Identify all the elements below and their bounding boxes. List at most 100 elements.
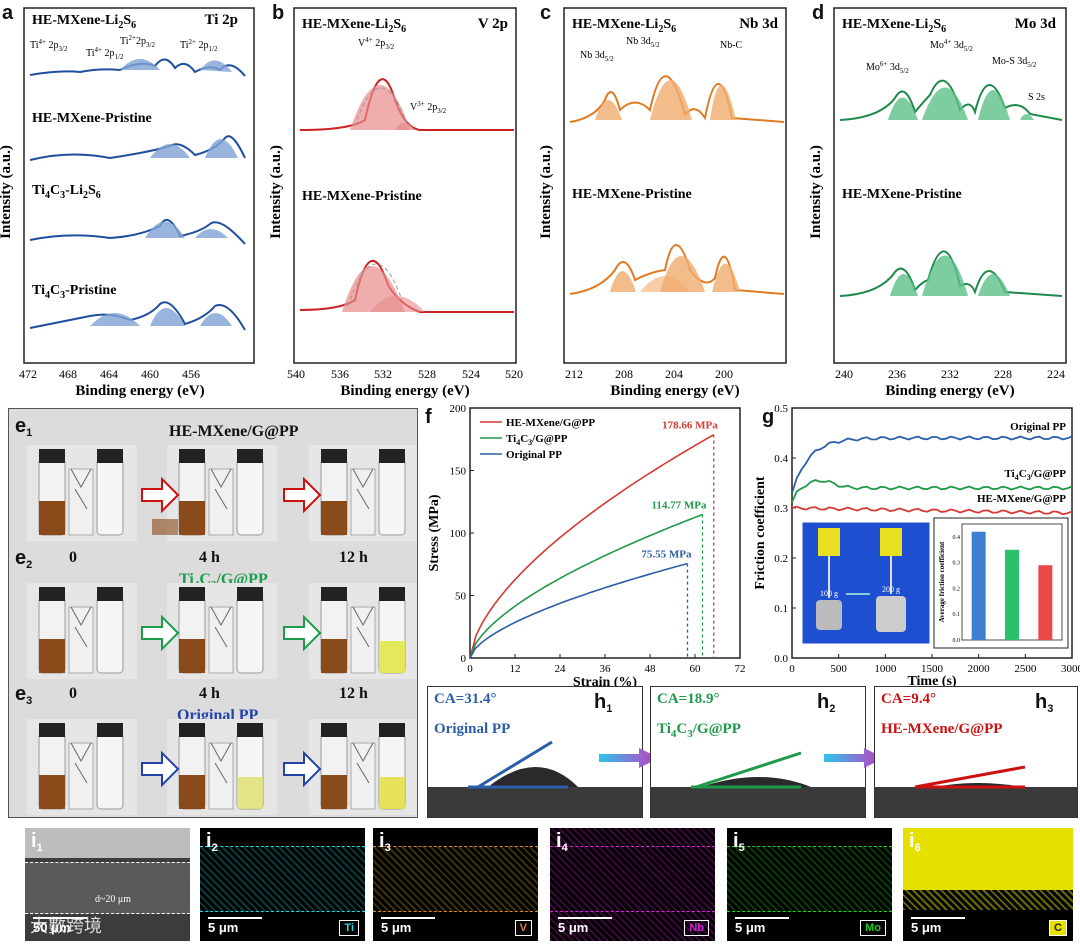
map-i3: i3 5 μm V <box>373 828 538 941</box>
h1-ca: CA=31.4° <box>434 691 497 707</box>
i3-element: V <box>514 920 532 936</box>
g-ytick: 0.5 <box>774 403 788 415</box>
f-ytick: 150 <box>450 466 467 478</box>
f-ytick: 0 <box>461 653 467 665</box>
g-inset-ytick: 0.3 <box>953 561 961 567</box>
panel-h1: h1 CA=31.4° Original PP <box>427 686 643 818</box>
xps-d-peak4: S 2s <box>1028 92 1045 103</box>
h2-ca: CA=18.9° <box>657 691 720 707</box>
g-inset-w2: 200 g <box>882 585 900 594</box>
i6-element: C <box>1049 920 1067 936</box>
svg-text:540: 540 <box>287 367 305 381</box>
f-value-label: 75.55 MPa <box>641 549 692 561</box>
h2-name: Ti4C3/G@PP <box>657 721 741 740</box>
i6-scale: 5 μm <box>911 920 942 935</box>
f-xtick: 60 <box>690 663 702 675</box>
chart-stress-strain: Stress (MPa) Strain (%) 0 12 24 36 48 60 72 05… <box>427 403 746 690</box>
f-ylabel: Stress (MPa) <box>427 494 442 571</box>
map-i2: i2 5 μm Ti <box>200 828 365 941</box>
svg-text:520: 520 <box>505 367 523 381</box>
g-xtick: 500 <box>830 663 847 675</box>
g-ylabel: Friction coefficient <box>753 476 768 589</box>
row-e2: e2 0 4 h 12 h Ti4C3/G@PP <box>9 545 417 681</box>
i3-scale: 5 μm <box>381 920 412 935</box>
svg-text:Binding energy (eV): Binding energy (eV) <box>340 383 469 399</box>
svg-text:212: 212 <box>565 367 583 381</box>
f-xtick: 12 <box>510 663 521 675</box>
xps-d-trace2: HE-MXene-Pristine <box>842 187 962 202</box>
xps-a-corner: Ti 2p <box>205 12 239 28</box>
g-ytick: 0.2 <box>774 553 788 565</box>
e2-time0: 0 <box>69 549 77 566</box>
xps-b-trace1: HE-MXene-Li2S6 <box>302 17 406 35</box>
svg-text:224: 224 <box>1047 367 1065 381</box>
label-h2: h2 <box>817 691 836 715</box>
svg-text:232: 232 <box>941 367 959 381</box>
panel-label-d: d <box>812 2 825 24</box>
f-series-line <box>469 434 715 659</box>
svg-text:200: 200 <box>715 367 733 381</box>
g-xtick: 1500 <box>921 663 944 675</box>
watermark: 大數跨境 <box>30 916 102 937</box>
svg-text:HE-MXene-Li2S6: HE-MXene-Li2S6 <box>842 17 946 35</box>
f-xtick: 24 <box>555 663 567 675</box>
xps-panel-b: Intensity (a.u.) V 2p HE-MXene-Li2S6 V4+… <box>270 7 523 399</box>
panel-h2: h2 CA=18.9° Ti4C3/G@PP <box>650 686 866 818</box>
xps-d-peak3: Mo-S 3d5/2 <box>992 56 1037 69</box>
e3-time1: 4 h <box>199 685 220 702</box>
svg-text:228: 228 <box>994 367 1012 381</box>
g-inset-ytick: 0.2 <box>953 586 961 592</box>
f-series-line <box>469 562 688 659</box>
g-label-ti: Ti4C3/G@PP <box>1005 468 1067 482</box>
f-xtick: 0 <box>467 663 473 675</box>
i2-element: Ti <box>339 920 359 936</box>
g-inset-ytick: 0.4 <box>953 535 961 541</box>
svg-text:468: 468 <box>59 367 77 381</box>
i2-scale: 5 μm <box>208 920 239 935</box>
svg-text:Binding energy (eV): Binding energy (eV) <box>610 383 739 399</box>
xps-a-ylabel: Intensity (a.u.) <box>0 145 14 239</box>
g-ytick: 0.3 <box>774 503 788 515</box>
panel-label-g: g <box>762 406 775 428</box>
f-ytick: 100 <box>450 528 467 540</box>
h3-name: HE-MXene/G@PP <box>881 721 1003 737</box>
svg-text:536: 536 <box>331 367 349 381</box>
panel-label-f: f <box>425 406 432 428</box>
g-xtick: 2500 <box>1014 663 1037 675</box>
i5-element: Mo <box>860 920 886 936</box>
f-legend-ti: Ti4C3/G@PP <box>506 433 568 447</box>
svg-text:460: 460 <box>141 367 159 381</box>
g-series-line <box>791 479 1073 503</box>
svg-text:524: 524 <box>462 367 480 381</box>
svg-text:208: 208 <box>615 367 633 381</box>
g-inset-bar <box>1038 565 1053 640</box>
svg-text:240: 240 <box>835 367 853 381</box>
svg-text:Intensity (a.u.): Intensity (a.u.) <box>270 145 284 239</box>
xps-d-corner: Mo 3d <box>1015 16 1057 32</box>
label-h3: h3 <box>1035 691 1054 715</box>
g-ytick: 0.1 <box>774 603 788 615</box>
svg-text:Intensity (a.u.): Intensity (a.u.) <box>810 145 824 239</box>
svg-text:236: 236 <box>888 367 906 381</box>
label-e3: e3 <box>15 683 33 707</box>
svg-text:528: 528 <box>418 367 436 381</box>
e2-time1: 4 h <box>199 549 220 566</box>
f-legend-he: HE-MXene/G@PP <box>506 417 595 429</box>
i4-element: Nb <box>684 920 709 936</box>
panel-label-c: c <box>540 2 552 24</box>
g-label-pp: Original PP <box>1010 421 1066 433</box>
g-inset-ylabel: Average friction coefficient <box>938 541 946 622</box>
map-i1: d~20 μm i1 50 μm <box>25 828 190 941</box>
xps-panel-a: Intensity (a.u.) Ti 2p HE-MXene-Li2S6 Ti… <box>0 7 255 399</box>
g-xtick: 1000 <box>874 663 897 675</box>
svg-text:HE-MXene-Li2S6: HE-MXene-Li2S6 <box>572 17 676 35</box>
g-ytick: 0.0 <box>774 653 788 665</box>
f-legend-pp: Original PP <box>506 449 562 461</box>
svg-text:464: 464 <box>100 367 118 381</box>
panel-h3: h3 CA=9.4° HE-MXene/G@PP <box>874 686 1078 818</box>
g-inset-ytick: 0.1 <box>953 612 961 618</box>
svg-text:Binding energy (eV): Binding energy (eV) <box>885 383 1014 399</box>
label-i4: i4 <box>556 830 568 854</box>
panel-label-b: b <box>272 2 285 24</box>
f-series-line <box>469 513 703 659</box>
